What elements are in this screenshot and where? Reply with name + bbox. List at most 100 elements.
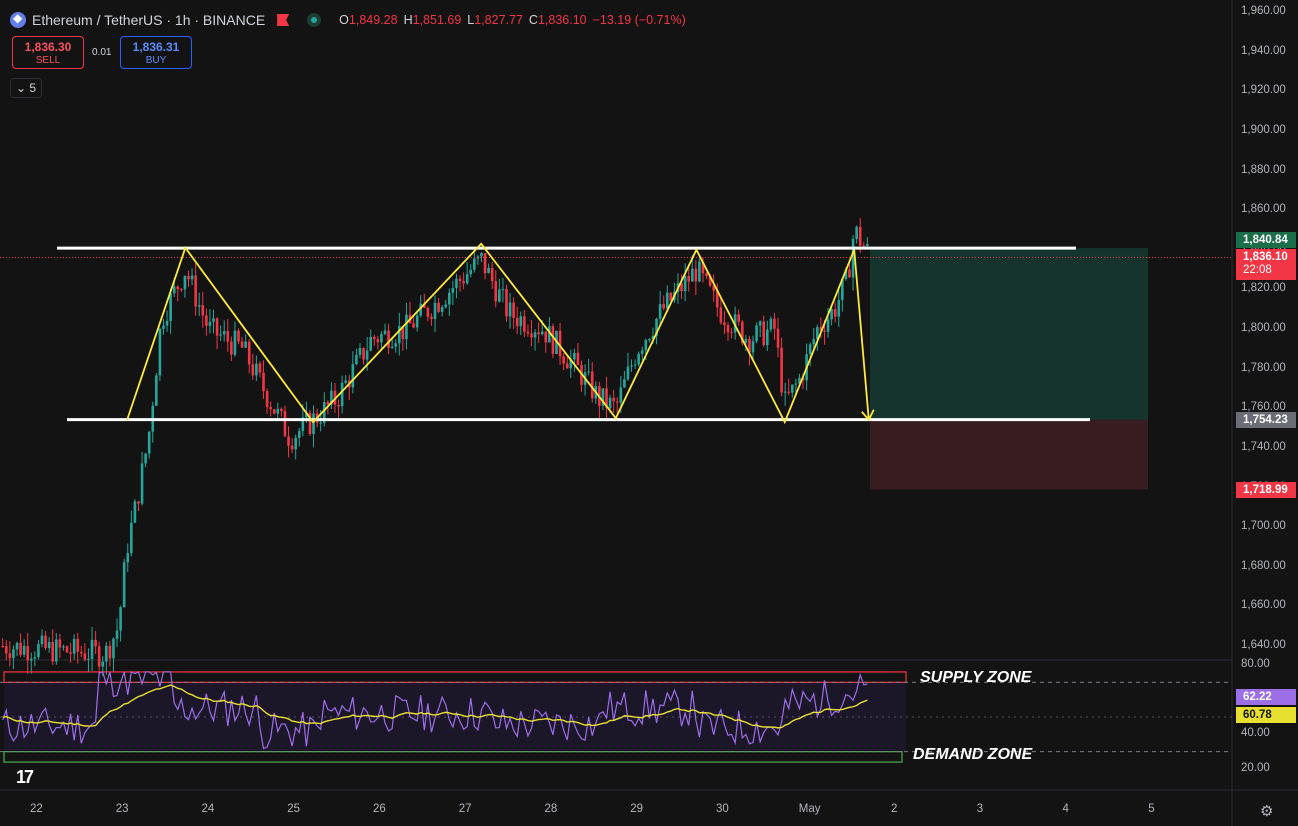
candle-body: [823, 330, 826, 332]
candle-body: [194, 275, 197, 307]
candle-body: [412, 323, 415, 328]
candle: [419, 295, 423, 318]
take-profit-price-tag: 1,840.84: [1236, 232, 1296, 248]
candle: [440, 305, 444, 317]
arrow-head: [861, 409, 875, 422]
candle-body: [658, 304, 662, 319]
candle: [280, 407, 283, 417]
take-profit-zone: [870, 248, 1148, 420]
candle-body: [51, 642, 55, 662]
candle: [4, 640, 8, 661]
candle: [812, 328, 816, 351]
candle-body: [83, 653, 87, 660]
candle-body: [133, 501, 137, 523]
price-tick-label: 1,860.00: [1241, 203, 1286, 216]
candle: [512, 297, 515, 329]
candle: [623, 371, 626, 389]
price-tick-label: 1,640.00: [1241, 639, 1286, 651]
candle: [69, 642, 72, 663]
chevron-down-icon: ⌄: [15, 81, 27, 95]
candle: [297, 427, 301, 447]
candle-body: [698, 261, 701, 282]
candle: [444, 299, 448, 309]
candle-body: [855, 226, 858, 240]
candle-body: [426, 307, 430, 317]
candle-body: [58, 639, 62, 648]
candle-body: [648, 339, 651, 341]
candle: [87, 648, 90, 672]
candle-body: [290, 445, 294, 450]
indicators-toggle-button[interactable]: ⌄ 5: [10, 78, 42, 98]
candle: [33, 651, 37, 667]
candle-body: [351, 364, 355, 388]
countdown-timer: 22:08: [1243, 264, 1272, 276]
candle-body: [212, 318, 215, 322]
candle: [751, 335, 755, 362]
tradingview-logo[interactable]: 17: [16, 767, 34, 787]
candle-body: [766, 329, 769, 346]
candle-body: [344, 380, 347, 383]
candle-body: [680, 283, 683, 292]
candle-body: [794, 383, 798, 385]
rsi-value-tag: 62.22: [1236, 689, 1296, 705]
rsi-ma-value-tag: 60.78: [1236, 707, 1296, 723]
candle-body: [630, 365, 633, 367]
sell-button[interactable]: 1,836.30 SELL: [12, 36, 84, 69]
candle: [147, 430, 151, 459]
candle-body: [480, 253, 483, 257]
candle: [601, 388, 605, 411]
candle-body: [726, 325, 730, 333]
candle: [119, 605, 122, 642]
candle: [283, 405, 287, 437]
candle-body: [526, 331, 530, 334]
range-pattern-path: [126, 242, 870, 425]
candle-body: [519, 316, 523, 327]
candle-body: [76, 638, 80, 652]
last-price-tag: 1,836.10 22:08: [1236, 249, 1296, 280]
candles-group: [1, 218, 869, 677]
candle: [47, 637, 51, 653]
market-status-icon[interactable]: [307, 13, 322, 27]
candle: [40, 629, 44, 648]
candle: [137, 501, 140, 511]
candle-body: [719, 307, 723, 323]
candle-body: [562, 356, 565, 364]
candle: [662, 295, 665, 311]
candle: [558, 323, 562, 365]
candle-body: [755, 325, 758, 342]
candle-body: [501, 289, 505, 291]
candle-body: [637, 353, 640, 365]
candle-body: [498, 289, 501, 302]
candle: [312, 405, 315, 448]
candle-body: [326, 401, 330, 405]
rsi-line: [2, 671, 868, 750]
candle-body: [130, 522, 133, 554]
time-tick-label: 27: [458, 803, 472, 815]
candle-body: [683, 275, 687, 292]
candle: [369, 329, 373, 352]
candle: [405, 302, 408, 350]
stop-loss-zone: [870, 419, 1148, 490]
candle-body: [744, 338, 748, 343]
candle: [719, 297, 723, 325]
flag-icon[interactable]: [277, 14, 290, 26]
candle: [330, 382, 333, 410]
candle: [680, 274, 683, 300]
candle: [44, 630, 47, 651]
candle-body: [533, 332, 537, 338]
candle: [787, 378, 791, 396]
price-tick-label: 1,740.00: [1241, 440, 1286, 453]
candle-body: [294, 437, 297, 450]
candle-body: [401, 326, 405, 340]
buy-button[interactable]: 1,836.31 BUY: [120, 36, 192, 69]
candle-body: [665, 292, 669, 309]
candle-body: [830, 309, 833, 320]
price-tick-label: 1,660.00: [1241, 599, 1286, 612]
candle-body: [851, 239, 855, 278]
candle-body: [483, 253, 487, 274]
candle-body: [723, 322, 726, 326]
symbol-title[interactable]: Ethereum / TetherUS · 1h · BINANCE: [32, 12, 266, 28]
gear-icon[interactable]: ⚙: [1260, 803, 1274, 820]
